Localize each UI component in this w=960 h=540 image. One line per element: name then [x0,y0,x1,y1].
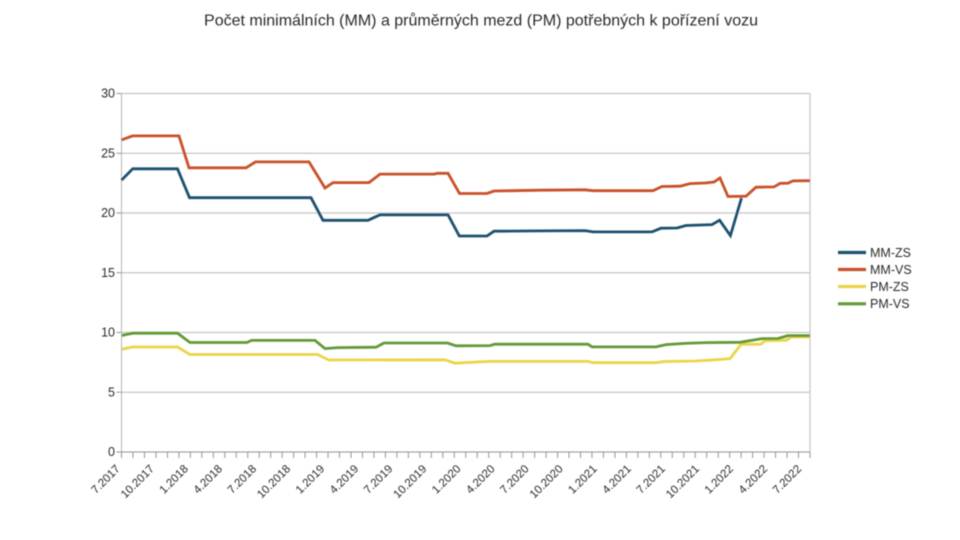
svg-text:PM-ZS: PM-ZS [870,280,909,294]
svg-text:20: 20 [101,206,115,220]
svg-text:MM-VS: MM-VS [870,263,912,277]
svg-text:25: 25 [101,146,115,160]
svg-text:5: 5 [108,385,115,399]
svg-text:Počet minimálních (MM) a průmě: Počet minimálních (MM) a průměrných mezd… [204,12,758,30]
svg-text:10: 10 [101,326,115,340]
svg-text:15: 15 [101,266,115,280]
svg-text:PM-VS: PM-VS [870,297,910,311]
svg-text:30: 30 [101,87,115,101]
svg-text:MM-ZS: MM-ZS [870,246,911,260]
svg-text:0: 0 [108,445,115,459]
